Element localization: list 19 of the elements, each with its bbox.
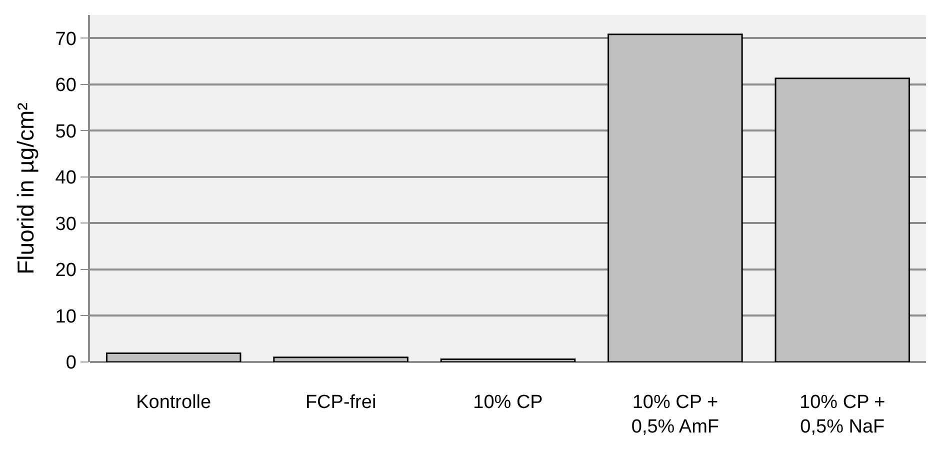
y-tick-label: 20 — [55, 260, 76, 282]
y-tick-label: 10 — [55, 306, 76, 328]
y-axis-title: Fluorid in µg/cm² — [12, 102, 38, 274]
bar — [608, 34, 743, 362]
y-tick-label: 50 — [55, 121, 76, 142]
bar — [774, 78, 910, 362]
x-tick-label: FCP-frei — [305, 392, 376, 413]
y-tick-label: 70 — [55, 28, 76, 50]
y-tick-label: 40 — [55, 168, 76, 189]
x-tick-label: Kontrolle — [136, 392, 212, 413]
x-tick-label: 10% CP + 0,5% AmF — [631, 392, 720, 438]
y-tick-label: 30 — [55, 214, 76, 235]
bar — [106, 352, 242, 362]
bar — [273, 356, 408, 362]
y-tick-label: 60 — [55, 75, 76, 96]
x-tick-label: 10% CP — [473, 392, 543, 413]
y-tick-label: 0 — [66, 352, 76, 374]
x-tick-label: 10% CP + 0,5% NaF — [800, 392, 886, 438]
bar — [440, 358, 576, 362]
